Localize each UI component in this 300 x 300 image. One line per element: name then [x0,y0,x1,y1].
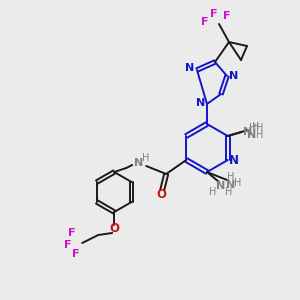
Text: N: N [134,158,143,168]
Text: H: H [227,172,235,182]
Text: N: N [247,130,256,140]
Text: F: F [68,228,76,238]
Text: O: O [109,223,119,236]
Text: N: N [226,180,236,190]
Text: N: N [216,181,226,191]
Text: O: O [156,188,166,202]
Text: H: H [249,123,256,133]
Text: N: N [185,63,195,73]
Text: F: F [210,9,218,19]
Text: H: H [209,187,217,197]
Text: N: N [196,98,206,108]
Text: N: N [230,71,238,81]
Text: H: H [252,122,260,132]
Text: H: H [234,178,242,188]
Text: H: H [256,123,263,133]
Text: F: F [73,249,80,259]
Text: H: H [142,153,149,163]
Text: N: N [229,154,239,166]
Text: N: N [243,127,252,137]
Text: F: F [223,11,231,21]
Text: F: F [201,17,209,27]
Text: F: F [64,240,72,250]
Text: H: H [225,187,233,197]
Text: H: H [256,130,263,140]
